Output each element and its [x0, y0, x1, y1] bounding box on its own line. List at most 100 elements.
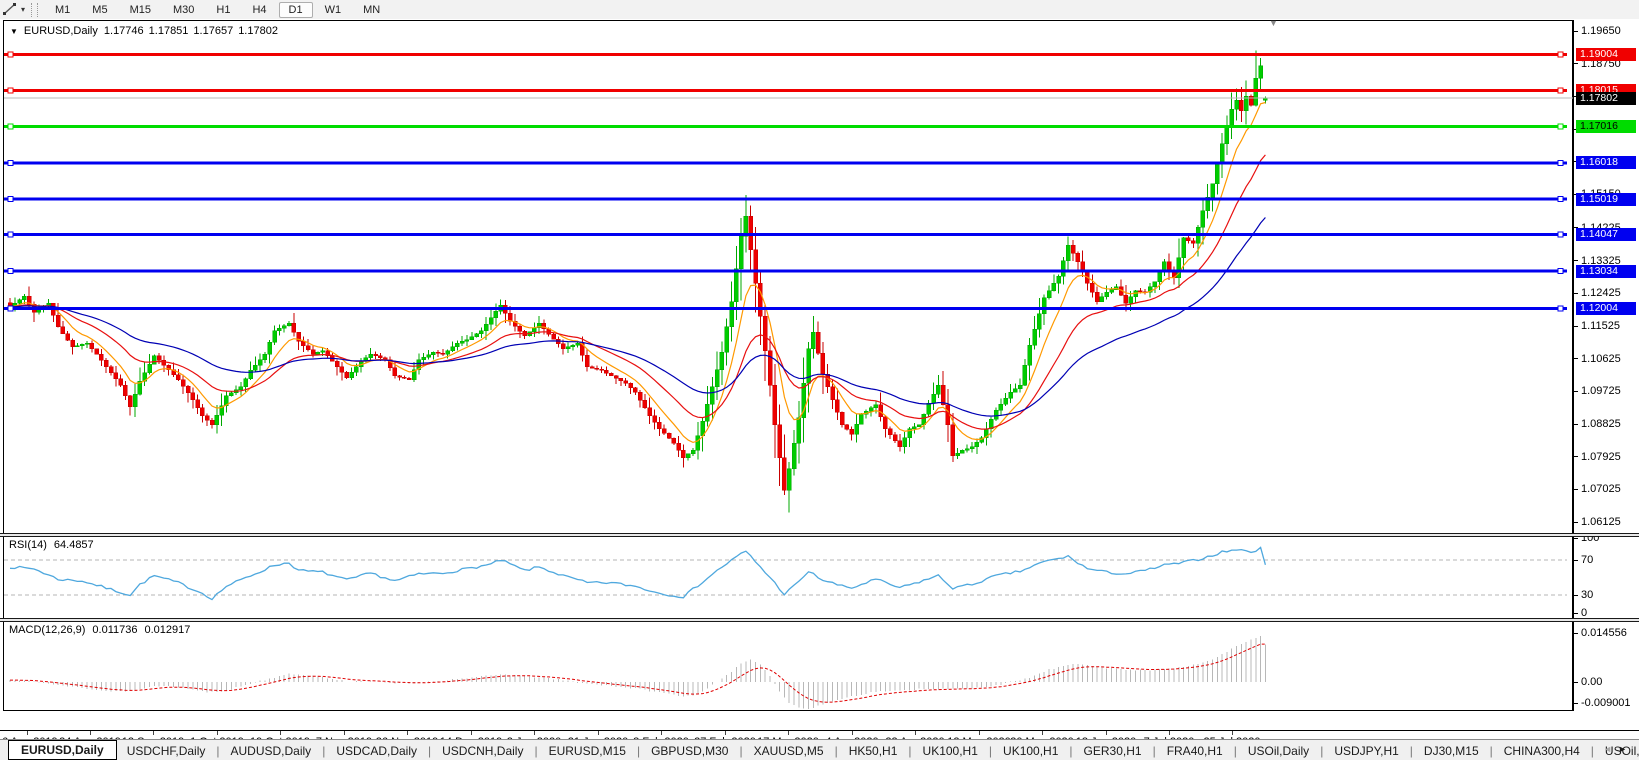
macd-name: MACD(12,26,9): [9, 624, 86, 636]
chart-tab-GBPUSD-M30[interactable]: GBPUSD,M30: [651, 743, 729, 758]
chart-tab-UK100-H1[interactable]: UK100,H1: [1003, 743, 1059, 758]
chart-tab-USOil-H[interactable]: USOil,H: [1604, 743, 1639, 758]
tab-separator: |: [988, 743, 993, 758]
timeframe-button-D1[interactable]: D1: [278, 1, 313, 18]
chart-tab-FRA40-H1[interactable]: FRA40,H1: [1166, 743, 1223, 758]
moving-average-8: [9, 101, 1266, 444]
date-tick: [407, 731, 408, 735]
date-tick: [27, 731, 28, 735]
macd-histogram: [9, 635, 1266, 710]
ohlc-readout: 1.17746 1.17851 1.17657 1.17802: [104, 25, 278, 37]
price-tag-1.16018[interactable]: 1.16018: [1576, 156, 1636, 170]
date-tick: [1042, 731, 1043, 735]
date-tick: [90, 731, 91, 735]
tab-separator: |: [1590, 743, 1594, 758]
macd-signal-value: 0.012917: [144, 624, 191, 636]
close-value: 1.17802: [238, 25, 278, 37]
date-tick: [1106, 731, 1107, 735]
horizontal-levels[interactable]: [4, 51, 1567, 312]
chart-tab-USDCNH-Daily[interactable]: USDCNH,Daily: [442, 743, 524, 758]
indicator-scale-tick: -0.009001: [1574, 697, 1631, 709]
timeframe-button-W1[interactable]: W1: [324, 3, 342, 16]
chart-tab-AUDUSD-Daily[interactable]: AUDUSD,Daily: [230, 743, 312, 758]
chart-tab-GER30-H1[interactable]: GER30,H1: [1083, 743, 1142, 758]
macd-indicator-chart[interactable]: [4, 622, 1573, 710]
moving-average-21: [9, 154, 1266, 430]
tab-scroll-right-icon[interactable]: ►: [1618, 744, 1633, 754]
date-tick: [1169, 731, 1170, 735]
timeframe-button-M5[interactable]: M5: [92, 3, 108, 16]
price-tag-1.13034[interactable]: 1.13034: [1576, 264, 1636, 278]
price-scale-tick: 1.10625: [1574, 353, 1621, 365]
chart-tab-USDCHF-Daily[interactable]: USDCHF,Daily: [126, 743, 206, 758]
date-tick: [788, 731, 789, 735]
chart-tab-USDJPY-H1[interactable]: USDJPY,H1: [1334, 743, 1399, 758]
date-tick: [153, 731, 154, 735]
chart-tab-USDCAD-Daily[interactable]: USDCAD,Daily: [336, 743, 417, 758]
low-value: 1.17657: [193, 25, 234, 37]
price-scale-tick: 1.06125: [1574, 516, 1621, 528]
chart-tab-EURUSD-Daily[interactable]: EURUSD,Daily: [8, 739, 117, 760]
price-scale-tick: 1.08825: [1574, 418, 1621, 430]
rsi-indicator-chart[interactable]: [4, 537, 1573, 618]
date-tick: [344, 731, 345, 735]
timeframe-button-MN[interactable]: MN: [363, 3, 381, 16]
price-tag-1.17016[interactable]: 1.17016: [1576, 120, 1636, 134]
chart-tab-EURUSD-M15[interactable]: EURUSD,M15: [548, 743, 626, 758]
chart-shift-marker-icon[interactable]: ▼: [1269, 18, 1278, 28]
tab-scroll-arrows: ◄►: [1603, 744, 1633, 754]
trendline-tool-icon[interactable]: [2, 2, 20, 17]
chart-tab-DJ30-M15[interactable]: DJ30,M15: [1423, 743, 1479, 758]
timeframe-button-M15[interactable]: M15: [129, 3, 151, 16]
main-price-chart[interactable]: [4, 20, 1573, 533]
timeframe-buttons: M1 M5 M15 M30 H1 H4 D1 W1 MN: [44, 1, 391, 18]
tab-separator: |: [216, 743, 220, 758]
macd-value: 0.011736: [92, 624, 138, 636]
chart-tab-USOil-Daily[interactable]: USOil,Daily: [1247, 743, 1310, 758]
date-tick: [915, 731, 916, 735]
indicator-scale-tick: 70: [1574, 554, 1593, 566]
tab-separator: |: [322, 743, 326, 758]
timeframe-button-H1[interactable]: H1: [216, 3, 231, 16]
rsi-value: 64.4857: [53, 539, 94, 551]
price-tag-1.12004[interactable]: 1.12004: [1576, 302, 1636, 316]
timeframe-toolbar: ▾ M1 M5 M15 M30 H1 H4 D1 W1 MN: [0, 0, 1639, 20]
timeframe-button-M1[interactable]: M1: [55, 3, 71, 16]
price-tag-1.14047[interactable]: 1.14047: [1576, 227, 1636, 241]
toolbar-grip[interactable]: [31, 2, 39, 17]
tab-separator: |: [1233, 743, 1237, 758]
tab-separator: |: [636, 743, 641, 758]
high-value: 1.17851: [148, 25, 189, 37]
chart-border: [3, 20, 1573, 711]
price-scale-tick: 1.11525: [1574, 320, 1620, 332]
chart-tab-CHINA300-H4[interactable]: CHINA300,H4: [1503, 743, 1580, 758]
price-axis-line: [1573, 20, 1574, 711]
price-tag-1.15019[interactable]: 1.15019: [1576, 192, 1636, 206]
rsi-levels: [4, 559, 1567, 596]
price-scale-tick: 1.19650: [1574, 25, 1621, 37]
timeframe-button-M30[interactable]: M30: [172, 3, 195, 16]
chart-tab-HK50-H1[interactable]: HK50,H1: [848, 743, 898, 758]
macd-signal-line: [10, 643, 1266, 703]
panel-splitter-1[interactable]: [0, 533, 1639, 537]
date-tick: [661, 731, 662, 735]
panel-splitter-2[interactable]: [0, 618, 1639, 622]
rsi-line: [9, 546, 1267, 601]
tool-dropdown-icon[interactable]: ▾: [21, 5, 26, 14]
candles: [7, 50, 1268, 513]
chart-tab-XAUUSD-M5[interactable]: XAUUSD,M5: [753, 743, 824, 758]
price-scale-tick: 1.13325: [1574, 255, 1621, 267]
chart-window: ▼ EURUSD,Daily 1.17746 1.17851 1.17657 1…: [0, 18, 1639, 741]
tab-separator: |: [1069, 743, 1073, 758]
timeframe-button-H4[interactable]: H4: [252, 3, 267, 16]
price-tag-1.19004[interactable]: 1.19004: [1576, 48, 1636, 61]
collapse-icon[interactable]: ▼: [10, 26, 18, 36]
date-tick: [725, 731, 726, 735]
rsi-label: RSI(14) 64.4857: [9, 539, 94, 551]
tab-separator: |: [1409, 743, 1413, 758]
indicator-scale-tick: 30: [1574, 589, 1593, 601]
tab-scroll-left-icon[interactable]: ◄: [1603, 744, 1619, 754]
chart-tab-UK100-H1[interactable]: UK100,H1: [922, 743, 978, 758]
date-tick: [979, 731, 980, 735]
